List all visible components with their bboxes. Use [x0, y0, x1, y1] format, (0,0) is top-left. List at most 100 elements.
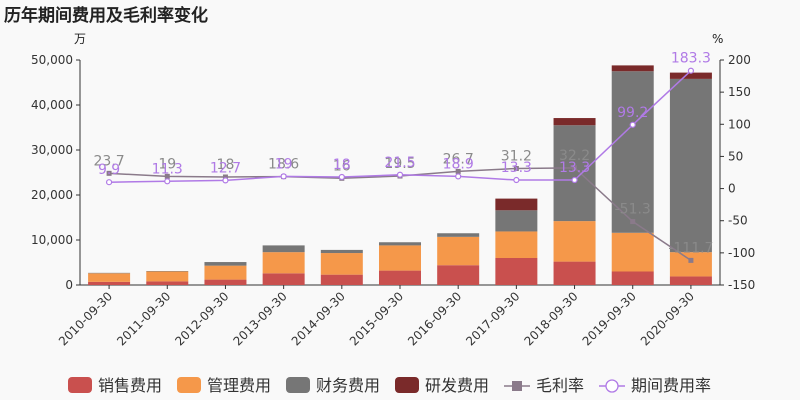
bar-segment — [262, 273, 305, 285]
right-tick-label: -100 — [728, 246, 755, 260]
line-point — [455, 168, 461, 174]
legend-swatch — [177, 377, 201, 393]
bar-segment — [204, 279, 247, 285]
line-point — [513, 166, 519, 172]
data-label: 18 — [333, 157, 351, 173]
legend-label: 毛利率 — [536, 376, 584, 395]
right-tick-label: -50 — [728, 214, 748, 228]
line-point — [572, 165, 578, 171]
plot-area: 0 10,000 20,000 30,000 40,000 50,000 -150 -100 -… — [31, 51, 755, 349]
data-label: 31.2 — [501, 149, 532, 165]
right-tick-label: 200 — [728, 53, 751, 67]
right-tick-label: 50 — [728, 149, 743, 163]
data-label: 19 — [158, 156, 176, 172]
legend-item: 销售费用 — [68, 376, 162, 395]
data-label: 13.3 — [501, 160, 532, 176]
line-point — [338, 173, 345, 181]
left-tick-label: 0 — [65, 278, 73, 292]
bar-segment — [320, 249, 363, 254]
line-point — [280, 173, 287, 180]
bar-segment — [146, 281, 189, 285]
legend: 销售费用 管理费用 财务费用 研发费用 毛利率 期间费用率 — [68, 376, 711, 395]
data-label: -111.7 — [668, 240, 713, 256]
legend-label: 财务费用 — [316, 376, 380, 395]
left-tick-label: 10,000 — [31, 233, 73, 247]
line-point — [164, 173, 170, 179]
line-point — [513, 176, 520, 184]
bar-segment — [611, 271, 654, 285]
x-tick-label: 2013-09-30 — [231, 289, 290, 348]
right-tick-label: 150 — [728, 85, 751, 99]
legend-item: 管理费用 — [177, 376, 271, 395]
bar-segment — [553, 118, 596, 126]
chart-title: 历年期间费用及毛利率变化 — [4, 5, 208, 26]
x-tick-label: 2017-09-30 — [463, 289, 522, 348]
bar-segment — [437, 236, 480, 266]
data-label: 19.5 — [384, 156, 415, 172]
right-tick-label: -150 — [728, 278, 755, 292]
data-label: 183.3 — [671, 51, 711, 67]
line-point — [164, 178, 171, 185]
bar-segment — [146, 271, 189, 282]
bar-segment — [611, 65, 654, 72]
data-label: -51.3 — [615, 202, 651, 218]
bar-segment — [669, 276, 712, 285]
data-label: 16 — [333, 158, 351, 174]
data-label: 99.2 — [617, 105, 648, 121]
bar-segment — [495, 210, 538, 232]
x-tick-label: 2014-09-30 — [289, 289, 348, 348]
bar-segment — [379, 270, 421, 285]
data-label: 18.9 — [443, 156, 474, 172]
bar-segment — [320, 274, 363, 285]
bar-segment — [437, 265, 480, 285]
bar-segment — [553, 261, 596, 285]
bar-segment — [379, 245, 421, 271]
x-tick-label: 2011-09-30 — [114, 289, 173, 348]
data-label: 26.7 — [443, 151, 474, 167]
bar-segment — [669, 72, 712, 79]
bar-segment — [611, 71, 654, 233]
legend-label: 研发费用 — [425, 376, 489, 395]
legend-item: 研发费用 — [395, 376, 489, 395]
data-label: 9.9 — [98, 162, 120, 178]
left-tick-label: 50,000 — [31, 53, 73, 67]
left-tick-label: 30,000 — [31, 143, 73, 157]
legend-label: 管理费用 — [207, 376, 271, 395]
x-tick-label: 2018-09-30 — [521, 289, 580, 348]
bar-segment — [669, 78, 712, 253]
line-point — [106, 170, 112, 176]
data-label: 12.7 — [210, 160, 241, 176]
right-tick-label: 100 — [728, 117, 751, 131]
data-label: 23.7 — [94, 153, 125, 169]
bar-segment — [88, 273, 131, 282]
legend-label: 销售费用 — [98, 376, 162, 395]
x-tick-label: 2012-09-30 — [172, 289, 231, 348]
bar-segment — [204, 265, 247, 280]
bar-segment — [553, 125, 596, 222]
bar-segment — [437, 233, 480, 237]
legend-label: 期间费用率 — [631, 376, 711, 395]
x-tick-label: 2019-09-30 — [580, 289, 639, 348]
line-point — [455, 173, 462, 180]
data-label: 21.5 — [384, 155, 415, 171]
line-point — [105, 179, 113, 186]
legend-swatch — [68, 377, 92, 393]
bar-segment — [495, 231, 538, 258]
legend-swatch — [395, 377, 419, 393]
line-point — [629, 121, 636, 128]
bar-segment — [262, 252, 305, 274]
line-point — [688, 257, 694, 263]
bar-segment — [669, 252, 712, 277]
legend-item: 财务费用 — [286, 376, 380, 395]
bar-segment — [204, 262, 247, 266]
bar-segment — [495, 258, 538, 285]
bar-segment — [553, 221, 596, 262]
line-point — [571, 176, 578, 184]
left-tick-label: 40,000 — [31, 98, 73, 112]
data-label: 18 — [217, 157, 235, 173]
bar-segment — [262, 245, 305, 253]
legend-swatch-marker — [512, 381, 522, 391]
x-tick-label: 2016-09-30 — [405, 289, 464, 348]
right-tick-label: 0 — [728, 182, 736, 196]
